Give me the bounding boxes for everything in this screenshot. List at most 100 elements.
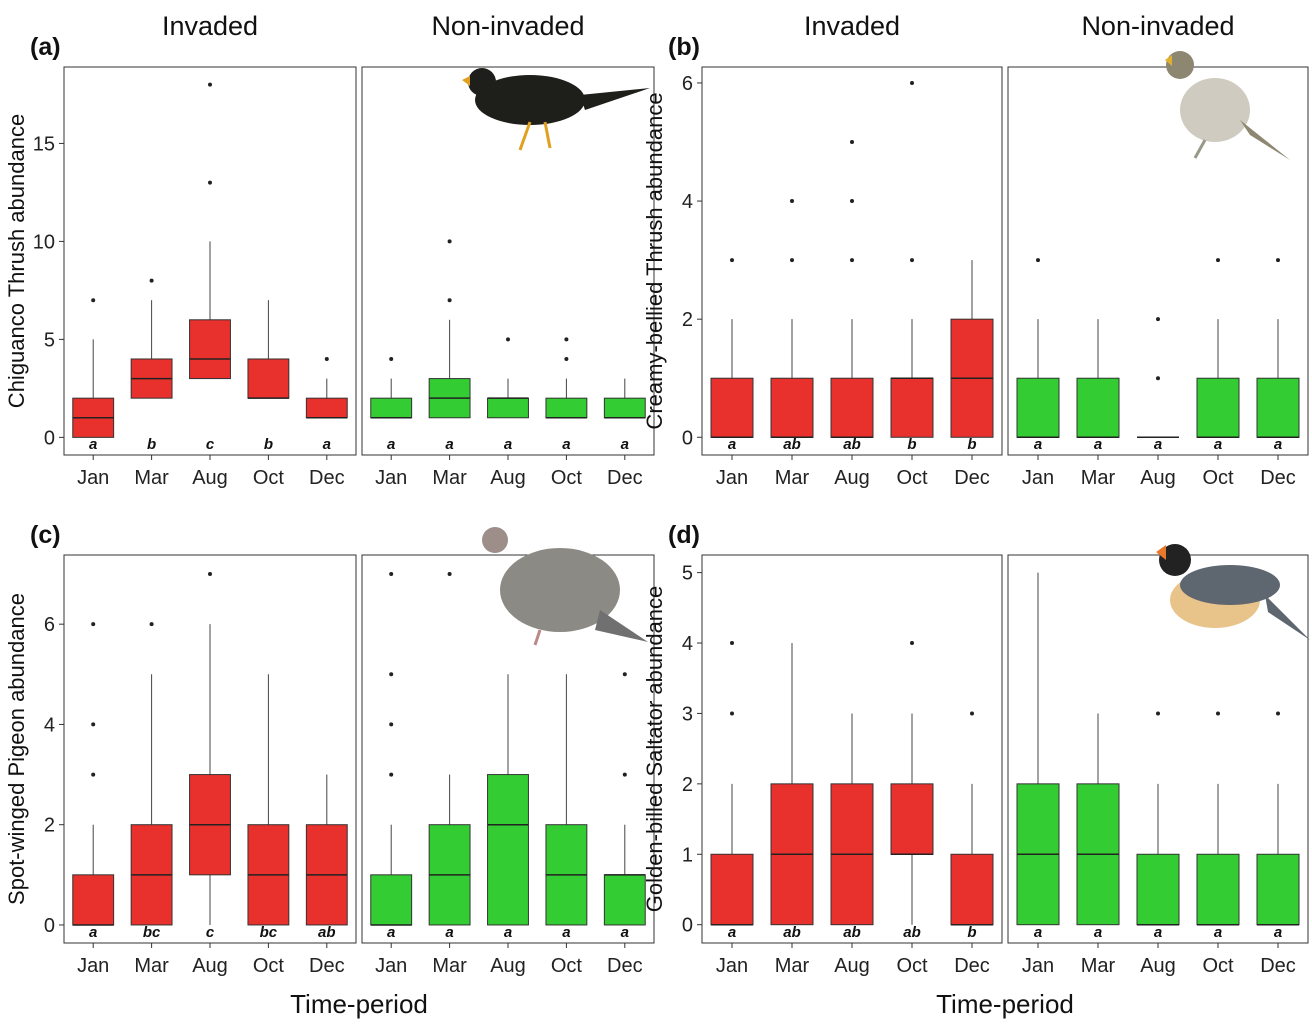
outlier <box>970 711 974 715</box>
box <box>951 854 993 924</box>
x-tick-label: Aug <box>1140 955 1176 977</box>
significance-letter: a <box>504 924 512 941</box>
facet-title: Non-invaded <box>1081 11 1234 41</box>
outlier <box>910 258 914 262</box>
y-axis-label: Creamy-bellied Thrush abundance <box>642 92 667 429</box>
x-tick-label: Aug <box>1140 467 1176 489</box>
box <box>771 378 813 437</box>
significance-letter: a <box>89 436 97 453</box>
x-axis-label: Time-period <box>936 989 1074 1019</box>
x-tick-label: Aug <box>490 955 526 977</box>
x-tick-label: Dec <box>309 955 345 977</box>
outlier <box>1276 711 1280 715</box>
x-tick-label: Oct <box>1202 955 1234 977</box>
outlier <box>1156 376 1160 380</box>
significance-letter: a <box>323 436 331 453</box>
y-tick-label: 4 <box>682 633 693 655</box>
x-tick-label: Dec <box>607 467 643 489</box>
x-tick-label: Oct <box>1202 467 1234 489</box>
x-axis-label: Time-period <box>290 989 428 1019</box>
significance-letter: a <box>1154 436 1162 453</box>
y-tick-label: 4 <box>682 191 693 213</box>
box <box>488 398 529 418</box>
box <box>1077 378 1119 437</box>
outlier <box>389 722 393 726</box>
panel-label: (a) <box>30 33 61 61</box>
significance-letter: ab <box>843 436 861 453</box>
significance-letter: a <box>1094 436 1102 453</box>
significance-letter: a <box>1214 924 1222 941</box>
significance-letter: a <box>728 924 736 941</box>
box <box>1017 378 1059 437</box>
outlier <box>389 773 393 777</box>
x-tick-label: Aug <box>834 955 870 977</box>
outlier <box>91 773 95 777</box>
significance-letter: a <box>562 924 570 941</box>
outlier <box>850 258 854 262</box>
y-axis-label: Spot-winged Pigeon abundance <box>4 593 29 905</box>
y-tick-label: 0 <box>682 427 693 449</box>
outlier <box>448 572 452 576</box>
significance-letter: a <box>504 436 512 453</box>
significance-letter: ab <box>783 924 801 941</box>
x-tick-label: Oct <box>551 467 583 489</box>
outlier <box>91 722 95 726</box>
facet-title: Invaded <box>162 11 258 41</box>
box <box>1137 854 1179 924</box>
outlier <box>564 337 568 341</box>
y-tick-label: 2 <box>682 774 693 796</box>
x-tick-label: Jan <box>77 955 109 977</box>
significance-letter: b <box>147 436 156 453</box>
outlier <box>150 622 154 626</box>
x-tick-label: Mar <box>1081 955 1116 977</box>
facet-title: Non-invaded <box>431 11 584 41</box>
outlier <box>1036 258 1040 262</box>
outlier <box>1156 711 1160 715</box>
box <box>306 398 347 418</box>
outlier <box>730 641 734 645</box>
x-tick-label: Mar <box>775 955 810 977</box>
y-axis-label: Chiguanco Thrush abundance <box>4 114 29 408</box>
y-tick-label: 5 <box>44 329 55 351</box>
significance-letter: a <box>1034 924 1042 941</box>
box <box>248 359 289 398</box>
outlier <box>730 258 734 262</box>
box <box>371 875 412 925</box>
figure: (a)Chiguanco Thrush abundance051015Invad… <box>0 0 1312 1020</box>
panel-label: (d) <box>668 521 700 549</box>
significance-letter: b <box>264 436 273 453</box>
outlier <box>208 572 212 576</box>
x-tick-label: Oct <box>253 467 285 489</box>
x-tick-label: Dec <box>1260 467 1296 489</box>
y-tick-label: 0 <box>44 915 55 937</box>
significance-letter: a <box>387 924 395 941</box>
box <box>371 398 412 418</box>
significance-letter: b <box>967 924 976 941</box>
x-tick-label: Jan <box>716 955 748 977</box>
outlier <box>623 672 627 676</box>
outlier <box>208 83 212 87</box>
outlier <box>389 572 393 576</box>
significance-letter: a <box>445 924 453 941</box>
outlier <box>208 181 212 185</box>
significance-letter: a <box>1034 436 1042 453</box>
outlier <box>150 279 154 283</box>
x-tick-label: Dec <box>954 467 990 489</box>
x-tick-label: Dec <box>607 955 643 977</box>
significance-letter: ab <box>318 924 336 941</box>
significance-letter: ab <box>783 436 801 453</box>
outlier <box>506 337 510 341</box>
x-tick-label: Aug <box>834 467 870 489</box>
outlier <box>389 672 393 676</box>
x-tick-label: Jan <box>375 467 407 489</box>
outlier <box>910 641 914 645</box>
significance-letter: a <box>1214 436 1222 453</box>
panel-label: (c) <box>30 521 61 549</box>
outlier <box>790 199 794 203</box>
significance-letter: ab <box>843 924 861 941</box>
outlier <box>389 357 393 361</box>
panel-label: (b) <box>668 33 700 61</box>
outlier <box>1216 258 1220 262</box>
y-tick-label: 0 <box>682 915 693 937</box>
x-tick-label: Oct <box>551 955 583 977</box>
